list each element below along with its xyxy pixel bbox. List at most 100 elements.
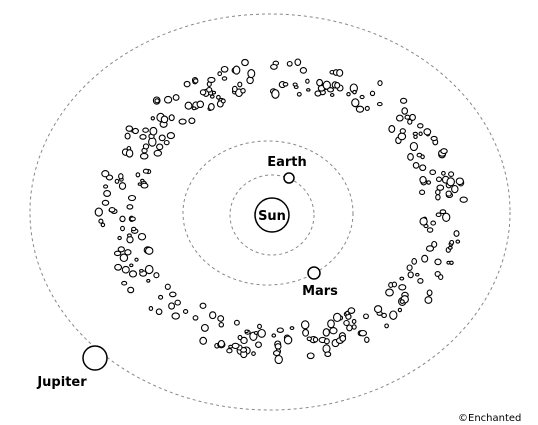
- asteroid: [200, 323, 209, 332]
- asteroid: [302, 328, 310, 337]
- asteroid: [100, 222, 106, 228]
- asteroid: [153, 272, 160, 279]
- asteroid: [351, 324, 357, 330]
- asteroid: [140, 178, 145, 183]
- asteroid: [191, 106, 197, 111]
- asteroid: [131, 226, 137, 232]
- asteroid: [171, 312, 180, 320]
- asteroid: [323, 338, 330, 345]
- asteroid: [168, 114, 175, 122]
- jupiter-label: Jupiter: [36, 375, 87, 390]
- asteroid: [326, 87, 335, 93]
- asteroid: [163, 139, 170, 146]
- asteroid: [322, 344, 331, 354]
- asteroid: [129, 216, 136, 222]
- asteroid: [120, 225, 125, 232]
- asteroid: [135, 172, 141, 178]
- asteroid: [206, 86, 213, 93]
- asteroid: [255, 341, 262, 348]
- asteroid: [447, 245, 453, 250]
- asteroid: [329, 327, 338, 335]
- asteroid: [363, 313, 369, 320]
- asteroid: [184, 101, 193, 110]
- asteroid: [134, 257, 139, 262]
- asteroid: [439, 209, 447, 215]
- asteroid: [276, 327, 284, 333]
- asteroid: [314, 90, 322, 97]
- asteroid: [294, 58, 302, 66]
- mars-label: Mars: [302, 284, 338, 299]
- asteroid: [140, 182, 149, 189]
- asteroid: [404, 114, 411, 120]
- asteroid: [137, 232, 147, 241]
- asteroid: [395, 114, 404, 122]
- asteroid: [211, 90, 217, 95]
- asteroid: [132, 127, 139, 135]
- asteroid: [426, 289, 433, 297]
- asteroid: [345, 310, 350, 316]
- asteroid: [183, 80, 191, 88]
- asteroid: [233, 319, 240, 326]
- asteroid: [247, 69, 256, 79]
- asteroid: [118, 182, 127, 190]
- asteroid: [150, 116, 155, 121]
- asteroid: [376, 101, 383, 107]
- asteroid: [125, 125, 134, 132]
- asteroid: [364, 336, 370, 343]
- asteroid: [441, 170, 446, 176]
- asteroid: [327, 319, 335, 329]
- asteroid: [274, 343, 282, 350]
- sun-label: Sun: [258, 209, 286, 224]
- asteroid: [312, 336, 319, 343]
- asteroid: [369, 90, 376, 97]
- asteroid: [101, 199, 110, 206]
- asteroid: [436, 184, 445, 191]
- asteroid: [398, 284, 407, 291]
- asteroid: [411, 258, 418, 265]
- asteroid: [346, 92, 351, 97]
- mars-orbit: [182, 140, 354, 286]
- asteroid: [306, 336, 312, 342]
- asteroid: [339, 334, 347, 342]
- asteroid: [420, 154, 425, 160]
- asteroid: [154, 98, 160, 104]
- asteroid: [373, 305, 383, 314]
- asteroid: [168, 302, 176, 310]
- asteroid: [435, 212, 442, 218]
- mars: [307, 266, 321, 280]
- asteroid: [231, 342, 240, 350]
- earth-label: Earth: [267, 155, 307, 170]
- asteroid: [272, 350, 281, 357]
- earth: [283, 172, 295, 184]
- asteroid: [124, 132, 131, 140]
- asteroid: [306, 88, 311, 92]
- asteroid: [216, 94, 221, 100]
- asteroid: [425, 245, 435, 252]
- asteroid: [240, 336, 248, 345]
- earth-orbit: [229, 174, 315, 256]
- asteroid: [169, 291, 177, 298]
- asteroid: [299, 67, 308, 74]
- asteroid: [399, 97, 408, 104]
- asteroid: [300, 320, 310, 330]
- asteroid: [121, 280, 128, 286]
- asteroid: [237, 81, 243, 88]
- asteroid: [217, 71, 223, 77]
- asteroid: [399, 128, 406, 134]
- asteroid: [286, 60, 293, 67]
- asteroid: [381, 312, 387, 319]
- asteroid: [426, 180, 432, 185]
- asteroid: [126, 204, 134, 210]
- asteroid: [244, 329, 249, 334]
- credit: ©Enchanted: [458, 413, 521, 424]
- asteroid: [207, 76, 216, 83]
- asteroid: [240, 88, 246, 94]
- asteroid: [434, 258, 442, 266]
- asteroid: [228, 344, 234, 349]
- asteroid: [103, 190, 112, 197]
- asteroid: [442, 212, 451, 222]
- asteroid: [418, 131, 423, 137]
- asteroid: [289, 326, 295, 331]
- asteroid: [449, 260, 454, 265]
- asteroid: [160, 115, 169, 124]
